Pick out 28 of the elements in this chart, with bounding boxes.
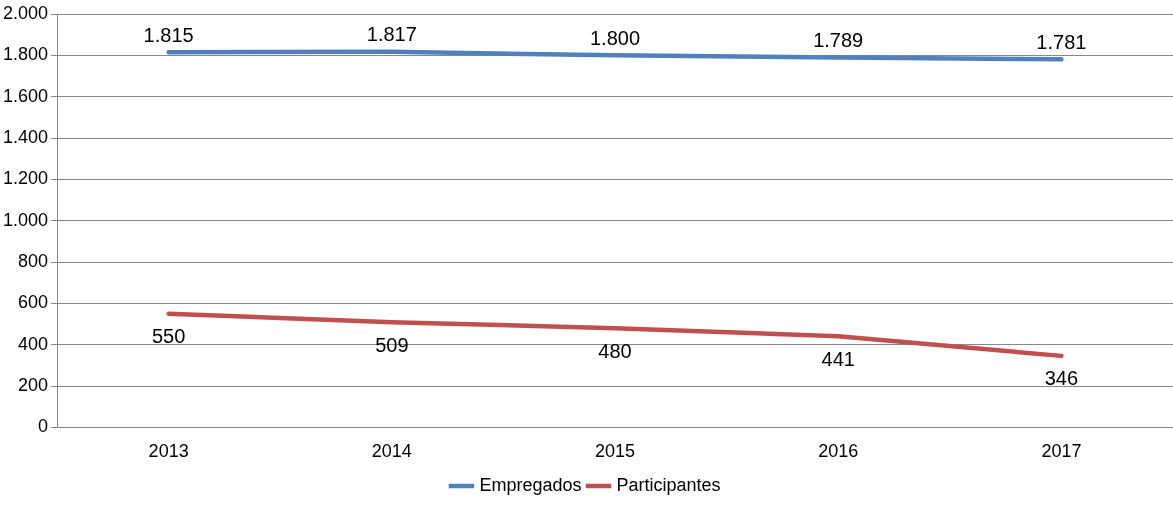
y-tick-label: 2.000	[3, 2, 49, 23]
y-tick-label: 0	[38, 416, 49, 437]
data-label: 1.789	[813, 29, 864, 52]
data-label: 1.800	[589, 26, 641, 49]
data-label: 441	[821, 347, 855, 370]
y-tick-label: 400	[18, 333, 49, 354]
data-label: 480	[598, 339, 632, 362]
legend-label: Participantes	[616, 474, 721, 495]
y-tick-label: 1.800	[3, 44, 49, 65]
data-label: 550	[151, 325, 186, 348]
legend-label: Empregados	[479, 474, 582, 495]
data-label: 1.815	[143, 23, 194, 46]
y-tick-label: 600	[18, 292, 49, 313]
y-tick-label: 800	[18, 251, 49, 272]
x-tick-label: 2013	[148, 441, 189, 462]
y-tick-label: 1.600	[3, 85, 49, 106]
data-label: 1.781	[1036, 30, 1087, 53]
y-tick-label: 1.400	[3, 126, 49, 147]
data-label: 509	[375, 333, 409, 356]
data-label: 1.817	[366, 23, 417, 46]
y-tick-label: 200	[18, 375, 49, 396]
x-tick-label: 2014	[371, 441, 412, 462]
x-tick-label: 2016	[818, 441, 859, 462]
x-tick-label: 2017	[1041, 441, 1082, 462]
data-label: 346	[1044, 367, 1079, 390]
y-tick-label: 1.000	[3, 209, 49, 230]
y-tick-label: 1.200	[3, 168, 49, 189]
x-tick-label: 2015	[595, 441, 636, 462]
